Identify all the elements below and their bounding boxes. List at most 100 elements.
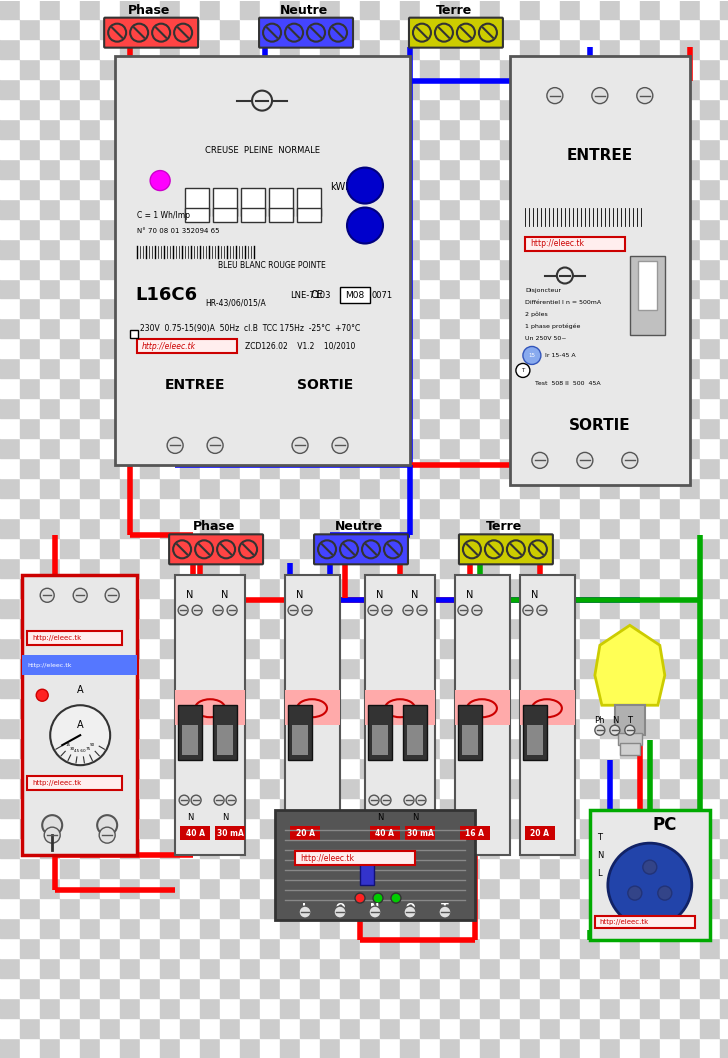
Bar bbox=[260, 219, 280, 238]
Bar bbox=[680, 118, 700, 139]
Bar bbox=[480, 959, 500, 978]
Bar bbox=[680, 278, 700, 298]
Bar bbox=[269, 207, 293, 221]
Circle shape bbox=[44, 827, 60, 843]
Bar bbox=[480, 179, 500, 199]
Bar bbox=[120, 238, 141, 258]
Bar bbox=[440, 219, 460, 238]
Bar bbox=[600, 838, 620, 858]
Bar bbox=[420, 678, 440, 698]
Bar bbox=[580, 19, 600, 39]
Text: http://eleec.tk: http://eleec.tk bbox=[32, 635, 82, 641]
Bar bbox=[560, 878, 580, 898]
Bar bbox=[240, 379, 260, 399]
Bar bbox=[215, 826, 245, 840]
Bar bbox=[20, 638, 40, 658]
Bar bbox=[420, 258, 440, 278]
Bar bbox=[320, 179, 340, 199]
Bar bbox=[300, 118, 320, 139]
Bar bbox=[420, 179, 440, 199]
Bar bbox=[620, 438, 640, 458]
Bar bbox=[380, 379, 400, 399]
Bar bbox=[60, 418, 80, 438]
Bar bbox=[260, 579, 280, 598]
Bar bbox=[360, 118, 380, 139]
Bar bbox=[80, 598, 100, 618]
Bar bbox=[400, 379, 420, 399]
Bar bbox=[60, 118, 80, 139]
Bar bbox=[0, 938, 20, 959]
Bar bbox=[600, 878, 620, 898]
Bar bbox=[580, 238, 600, 258]
Bar bbox=[180, 898, 200, 918]
Bar bbox=[220, 918, 240, 938]
Bar bbox=[560, 638, 580, 658]
Bar bbox=[638, 260, 657, 310]
Bar bbox=[160, 19, 180, 39]
Bar bbox=[600, 978, 620, 998]
Bar bbox=[700, 698, 720, 718]
Bar bbox=[200, 998, 220, 1018]
Circle shape bbox=[347, 207, 383, 243]
Bar bbox=[720, 598, 728, 618]
Bar bbox=[620, 278, 640, 298]
Bar bbox=[20, 938, 40, 959]
Bar bbox=[220, 1018, 240, 1038]
Bar bbox=[500, 618, 520, 638]
Bar bbox=[160, 579, 180, 598]
Bar bbox=[420, 798, 440, 818]
Bar bbox=[460, 638, 480, 658]
Bar bbox=[340, 98, 360, 118]
Bar bbox=[540, 359, 560, 379]
Bar bbox=[420, 238, 440, 258]
Bar bbox=[180, 98, 200, 118]
Bar bbox=[403, 706, 427, 761]
Bar bbox=[580, 78, 600, 98]
Bar bbox=[0, 379, 20, 399]
Bar bbox=[600, 938, 620, 959]
Bar bbox=[120, 779, 141, 798]
Text: N: N bbox=[377, 813, 383, 822]
Bar bbox=[0, 418, 20, 438]
Bar bbox=[220, 518, 240, 539]
Bar bbox=[440, 0, 460, 19]
Bar bbox=[292, 725, 308, 755]
Bar bbox=[620, 738, 640, 759]
Bar bbox=[400, 959, 420, 978]
Circle shape bbox=[302, 605, 312, 616]
Bar bbox=[240, 219, 260, 238]
Bar bbox=[540, 779, 560, 798]
Bar bbox=[80, 118, 100, 139]
Bar bbox=[500, 438, 520, 458]
Bar bbox=[400, 698, 420, 718]
Bar bbox=[400, 918, 420, 938]
Bar bbox=[60, 179, 80, 199]
Bar bbox=[400, 238, 420, 258]
Bar bbox=[520, 738, 540, 759]
Bar bbox=[60, 938, 80, 959]
Bar bbox=[160, 978, 180, 998]
Bar bbox=[420, 559, 440, 579]
Bar bbox=[480, 698, 500, 718]
Bar bbox=[40, 638, 60, 658]
Bar bbox=[660, 199, 680, 219]
Bar bbox=[460, 858, 480, 878]
Circle shape bbox=[472, 605, 482, 616]
Bar bbox=[120, 798, 141, 818]
Bar bbox=[20, 118, 40, 139]
Bar bbox=[60, 678, 80, 698]
Text: L: L bbox=[598, 869, 602, 878]
Bar bbox=[560, 19, 580, 39]
Bar bbox=[220, 579, 240, 598]
Bar bbox=[480, 779, 500, 798]
Bar bbox=[120, 278, 141, 298]
Bar bbox=[320, 39, 340, 58]
Bar bbox=[300, 718, 320, 738]
Bar bbox=[40, 938, 60, 959]
Bar bbox=[660, 438, 680, 458]
Bar bbox=[500, 518, 520, 539]
Bar bbox=[275, 810, 475, 920]
Bar bbox=[300, 58, 320, 78]
Bar bbox=[540, 698, 560, 718]
Circle shape bbox=[42, 815, 62, 835]
